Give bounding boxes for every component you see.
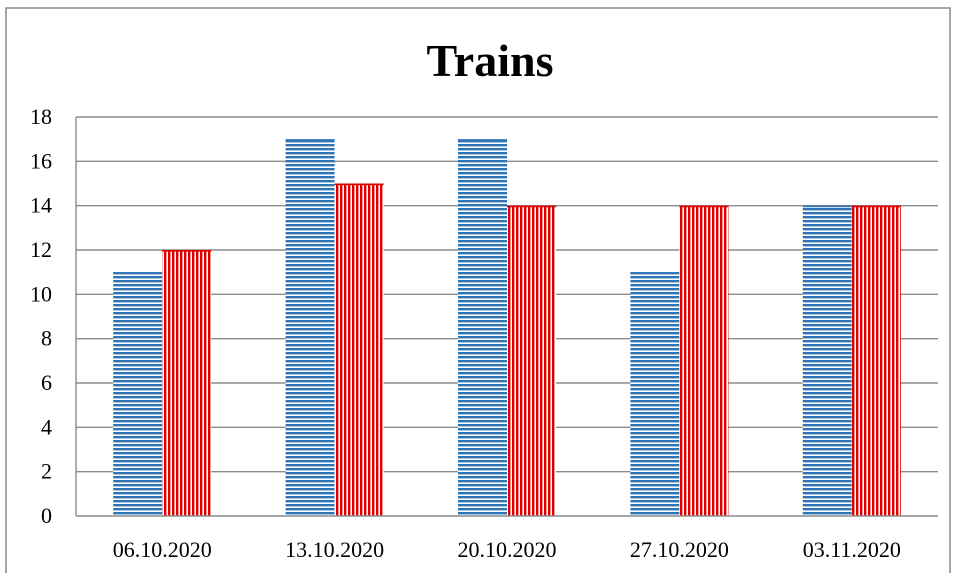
bar-series-2-13.10.2020 (334, 183, 384, 516)
y-tick-label: 8 (41, 326, 52, 351)
chart-title: Trains (427, 35, 554, 86)
x-tick-label: 13.10.2020 (285, 537, 384, 562)
y-tick-label: 16 (30, 148, 52, 173)
x-tick-label: 03.11.2020 (803, 537, 901, 562)
y-tick-label: 4 (41, 414, 52, 439)
bar-series-1-27.10.2020 (630, 272, 680, 516)
bar-series-2-03.11.2020 (851, 205, 901, 516)
y-tick-label: 12 (30, 237, 52, 262)
x-tick-label: 20.10.2020 (458, 537, 557, 562)
bar-series-1-20.10.2020 (458, 139, 507, 516)
y-tick-label: 18 (30, 104, 52, 129)
x-tick-label: 06.10.2020 (113, 537, 212, 562)
bar-series-2-06.10.2020 (162, 250, 212, 516)
bar-series-1-03.11.2020 (802, 205, 852, 516)
bar-series-1-06.10.2020 (113, 272, 163, 516)
bar-series-2-27.10.2020 (679, 205, 729, 516)
y-tick-label: 2 (41, 459, 52, 484)
bars (113, 139, 901, 516)
y-tick-label: 6 (41, 370, 52, 395)
y-tick-label: 14 (30, 193, 52, 218)
y-tick-label: 10 (30, 281, 52, 306)
y-tick-label: 0 (41, 503, 52, 528)
y-tick-labels: 0 2 4 6 8 10 12 14 16 18 (30, 104, 52, 528)
bar-series-1-13.10.2020 (285, 139, 335, 516)
bar-series-2-20.10.2020 (507, 205, 556, 516)
x-tick-labels: 06.10.2020 13.10.2020 20.10.2020 27.10.2020… (113, 537, 901, 562)
axes (75, 117, 938, 517)
x-tick-label: 27.10.2020 (630, 537, 729, 562)
